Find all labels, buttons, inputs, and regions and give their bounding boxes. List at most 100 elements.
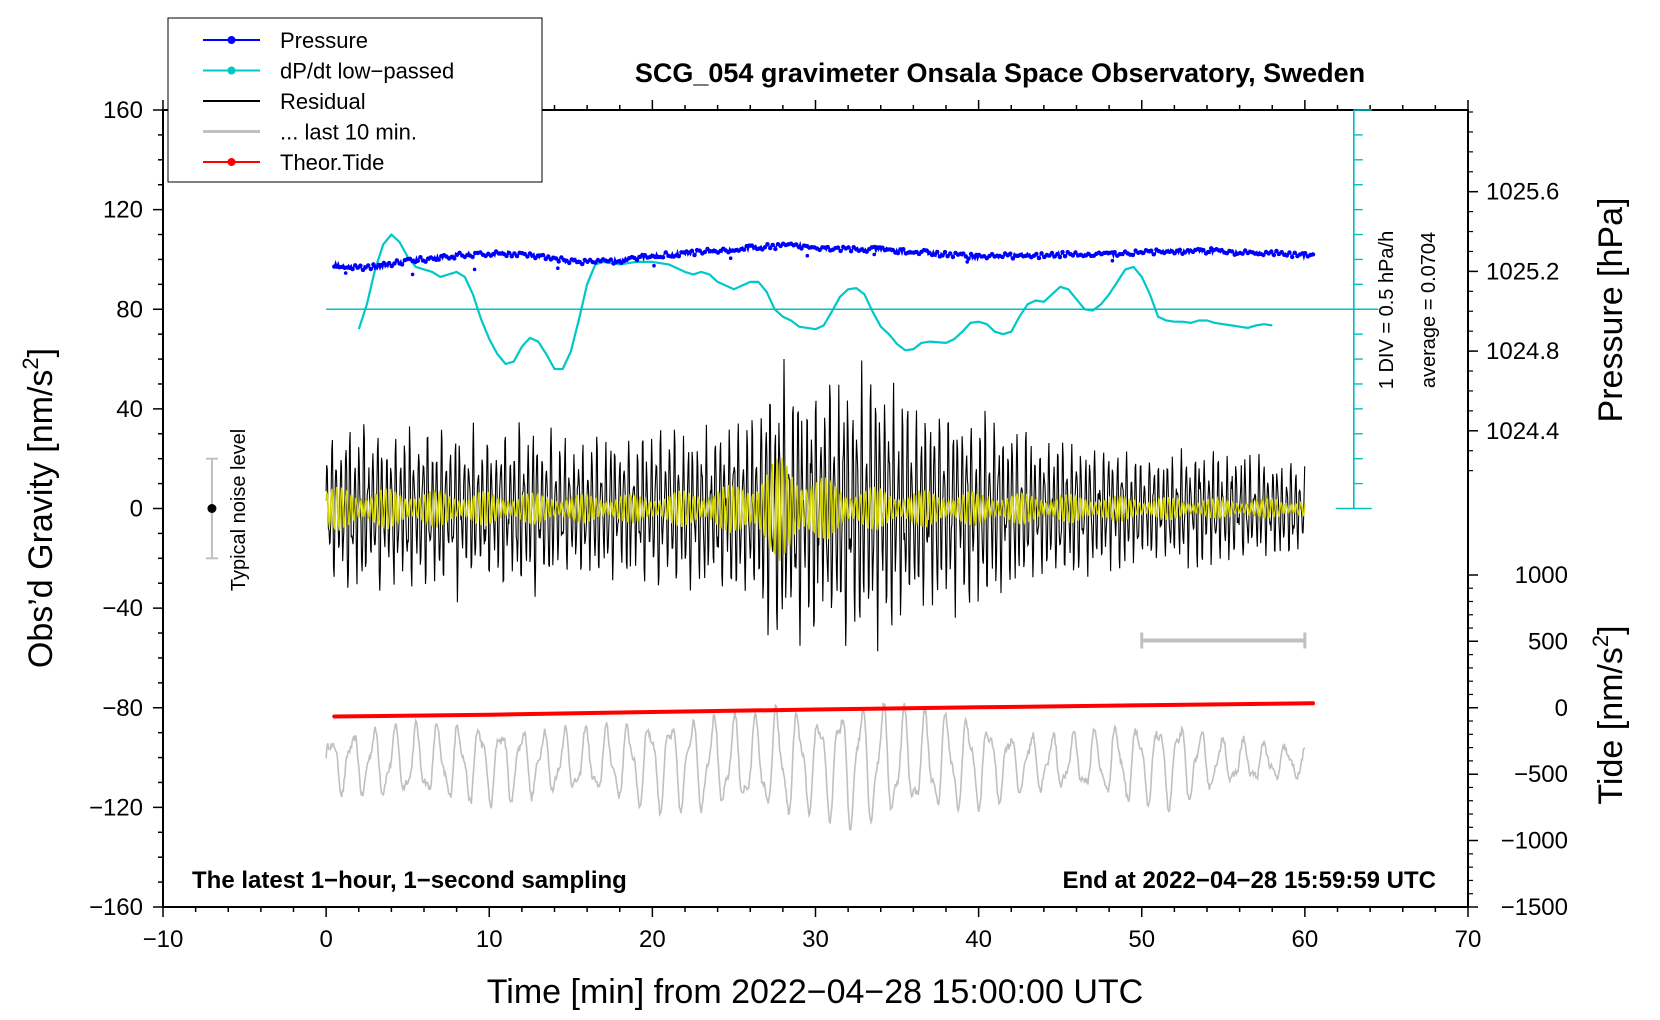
x-axis-title: Time [min] from 2022−04−28 15:00:00 UTC bbox=[487, 973, 1143, 1011]
pressure-point bbox=[1073, 250, 1078, 255]
legend-label: ... last 10 min. bbox=[280, 120, 417, 145]
y-tick-label: 40 bbox=[116, 396, 143, 423]
pressure-point bbox=[1261, 252, 1266, 258]
pressure-point bbox=[676, 254, 681, 259]
series-layer bbox=[325, 233, 1316, 831]
pressure-point bbox=[1274, 248, 1279, 254]
x-tick-label: 70 bbox=[1455, 926, 1482, 953]
pressure-outlier bbox=[805, 253, 810, 258]
pressure-point bbox=[773, 246, 778, 252]
pressure-point bbox=[692, 252, 697, 258]
pressure-axis-title: Pressure [hPa] bbox=[1592, 198, 1630, 423]
pressure-point bbox=[1177, 247, 1183, 252]
tide-axis-title-end: ] bbox=[1592, 625, 1630, 634]
pressure-point bbox=[1271, 252, 1277, 258]
series-last-10-min bbox=[325, 702, 1306, 831]
scale-div-label: 1 DIV = 0.5 hPa/h bbox=[1376, 231, 1398, 389]
pressure-point bbox=[1130, 252, 1136, 258]
x-tick-label: 0 bbox=[319, 926, 332, 953]
pressure-point bbox=[386, 260, 392, 266]
pressure-point bbox=[580, 261, 585, 267]
pressure-point bbox=[415, 258, 420, 263]
x-tick-label: 30 bbox=[802, 926, 829, 953]
pressure-point bbox=[1010, 256, 1016, 261]
legend-marker bbox=[227, 66, 236, 75]
y-tick-label: 120 bbox=[103, 197, 143, 224]
x-tick-label: 40 bbox=[965, 926, 992, 953]
pressure-point bbox=[835, 245, 841, 250]
pressure-point bbox=[525, 254, 530, 259]
pressure-point bbox=[1036, 255, 1042, 261]
pressure-outlier bbox=[472, 267, 477, 272]
pressure-point bbox=[1206, 249, 1211, 255]
pressure-outlier bbox=[410, 272, 415, 277]
pressure-outlier bbox=[965, 260, 969, 264]
y-tick-label: −160 bbox=[89, 894, 143, 921]
pressure-point bbox=[901, 247, 906, 252]
pressure-point bbox=[932, 252, 937, 257]
pressure-point bbox=[1070, 253, 1076, 258]
pressure-point bbox=[942, 249, 948, 255]
end-time-note: End at 2022−04−28 15:59:59 UTC bbox=[1062, 867, 1436, 894]
y-tick-label: 80 bbox=[116, 296, 143, 323]
pressure-point bbox=[1310, 252, 1316, 257]
legend-marker bbox=[227, 36, 236, 44]
tide-tick-label: 1000 bbox=[1515, 562, 1568, 589]
pressure-point bbox=[825, 244, 830, 250]
pressure-point bbox=[350, 266, 355, 272]
pressure-point bbox=[540, 252, 546, 258]
y-tick-label: −40 bbox=[102, 595, 143, 622]
y-tick-label: −80 bbox=[102, 695, 143, 722]
pressure-point bbox=[509, 254, 514, 259]
pressure-point bbox=[1039, 251, 1044, 256]
chart-title: SCG_054 gravimeter Onsala Space Observat… bbox=[635, 58, 1365, 88]
pressure-point bbox=[765, 242, 770, 247]
pressure-point bbox=[1112, 250, 1117, 255]
x-tick-label: 50 bbox=[1128, 926, 1155, 953]
pressure-point bbox=[770, 242, 775, 248]
pressure-point bbox=[634, 257, 640, 263]
pressure-point bbox=[1303, 251, 1308, 256]
y-axis-title-sup: 2 bbox=[18, 357, 43, 369]
pressure-point bbox=[423, 259, 428, 264]
x-tick-label: 10 bbox=[476, 926, 503, 953]
pressure-point bbox=[368, 266, 373, 272]
pressure-outlier bbox=[872, 252, 876, 257]
pressure-point bbox=[1062, 254, 1068, 259]
y-axis-title-end: ] bbox=[22, 348, 60, 357]
pressure-point bbox=[741, 247, 747, 252]
pressure-point bbox=[1055, 251, 1060, 257]
pressure-point bbox=[1290, 254, 1295, 260]
pressure-point bbox=[1057, 254, 1063, 260]
pressure-point bbox=[1269, 249, 1274, 254]
pressure-point bbox=[1008, 251, 1013, 256]
tide-tick-label: 0 bbox=[1555, 695, 1568, 722]
pressure-point bbox=[1049, 250, 1055, 256]
tide-tick-label: 500 bbox=[1528, 628, 1568, 655]
pressure-point bbox=[799, 246, 804, 251]
pressure-point bbox=[556, 259, 561, 264]
legend-label: dP/dt low−passed bbox=[280, 59, 454, 84]
pressure-point bbox=[470, 254, 475, 260]
legend-label: Residual bbox=[280, 89, 366, 114]
pressure-point bbox=[457, 250, 462, 255]
legend-marker bbox=[227, 158, 236, 166]
pressure-point bbox=[1201, 247, 1206, 253]
pressure-point bbox=[1284, 253, 1290, 258]
pressure-point bbox=[950, 254, 956, 260]
pressure-point bbox=[940, 253, 945, 258]
pressure-point bbox=[1292, 250, 1298, 255]
legend: Pressure dP/dt low−passed Residual ... last… bbox=[167, 17, 543, 183]
tide-axis-title-main: Tide [nm/s bbox=[1592, 647, 1630, 804]
pressure-point bbox=[1000, 254, 1005, 260]
noise-level-label: Typical noise level bbox=[228, 429, 250, 591]
y-tick-label: 160 bbox=[103, 97, 143, 124]
x-tick-label: 20 bbox=[639, 926, 666, 953]
pressure-point bbox=[846, 245, 851, 250]
pressure-point bbox=[935, 249, 940, 255]
axis-ticks: −10 0 10 20 30 40 50 60 70 160 120 80 40 0 −40 −80 −120 −… bbox=[89, 97, 1568, 953]
series-dpdt bbox=[357, 233, 1273, 371]
series-theor-tide bbox=[332, 701, 1315, 719]
pressure-point bbox=[1060, 249, 1065, 255]
tide-axis-title: Tide [nm/s2] bbox=[1588, 625, 1630, 804]
